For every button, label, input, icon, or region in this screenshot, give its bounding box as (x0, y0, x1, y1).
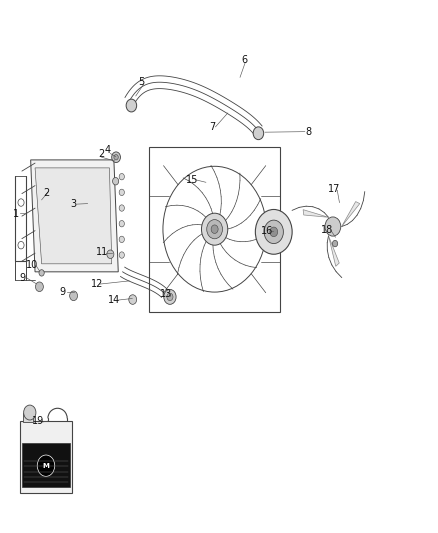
Text: 2: 2 (99, 149, 105, 158)
Circle shape (119, 174, 124, 180)
Circle shape (167, 293, 173, 301)
Circle shape (255, 209, 292, 254)
Circle shape (211, 225, 218, 233)
Polygon shape (35, 168, 112, 264)
Text: 11: 11 (96, 247, 108, 257)
Polygon shape (303, 209, 328, 217)
Circle shape (114, 155, 118, 160)
Circle shape (119, 189, 124, 196)
Text: 13: 13 (160, 289, 173, 299)
Text: 3: 3 (71, 199, 77, 209)
Text: 1: 1 (13, 209, 19, 219)
Circle shape (119, 205, 124, 211)
Text: 14: 14 (108, 295, 120, 305)
Polygon shape (328, 236, 339, 266)
Bar (20, 421, 72, 493)
Circle shape (270, 227, 278, 237)
Circle shape (39, 270, 44, 276)
Circle shape (35, 282, 43, 292)
Circle shape (24, 405, 36, 420)
Circle shape (37, 455, 55, 477)
Bar (23, 413, 33, 422)
Polygon shape (342, 201, 360, 227)
Circle shape (126, 99, 137, 112)
Circle shape (113, 177, 119, 185)
Polygon shape (31, 160, 118, 272)
Text: M: M (42, 463, 49, 469)
Bar (22, 443, 70, 487)
Circle shape (129, 295, 137, 304)
Text: 10: 10 (26, 260, 38, 270)
Circle shape (112, 152, 120, 163)
Circle shape (107, 250, 114, 259)
Circle shape (253, 127, 264, 140)
Circle shape (119, 252, 124, 258)
Bar (149, 147, 280, 312)
Text: 5: 5 (138, 77, 144, 86)
Text: 6: 6 (241, 55, 247, 64)
Circle shape (201, 213, 228, 245)
Text: 9: 9 (60, 287, 66, 297)
Circle shape (164, 289, 176, 304)
Text: 2: 2 (43, 189, 49, 198)
Circle shape (119, 236, 124, 243)
Text: 8: 8 (306, 127, 312, 136)
Circle shape (18, 241, 24, 249)
Text: 4: 4 (105, 146, 111, 155)
Circle shape (119, 221, 124, 227)
Circle shape (264, 220, 283, 244)
Circle shape (18, 199, 24, 206)
Circle shape (332, 240, 338, 247)
Text: 12: 12 (91, 279, 103, 288)
Text: 18: 18 (321, 225, 333, 235)
Circle shape (207, 220, 223, 239)
Text: 15: 15 (186, 175, 198, 184)
Text: 19: 19 (32, 416, 44, 426)
Text: 9: 9 (20, 273, 26, 283)
Text: 16: 16 (261, 226, 273, 236)
Circle shape (325, 217, 341, 236)
Text: 7: 7 (209, 122, 215, 132)
Text: 17: 17 (328, 184, 340, 194)
Circle shape (70, 291, 78, 301)
